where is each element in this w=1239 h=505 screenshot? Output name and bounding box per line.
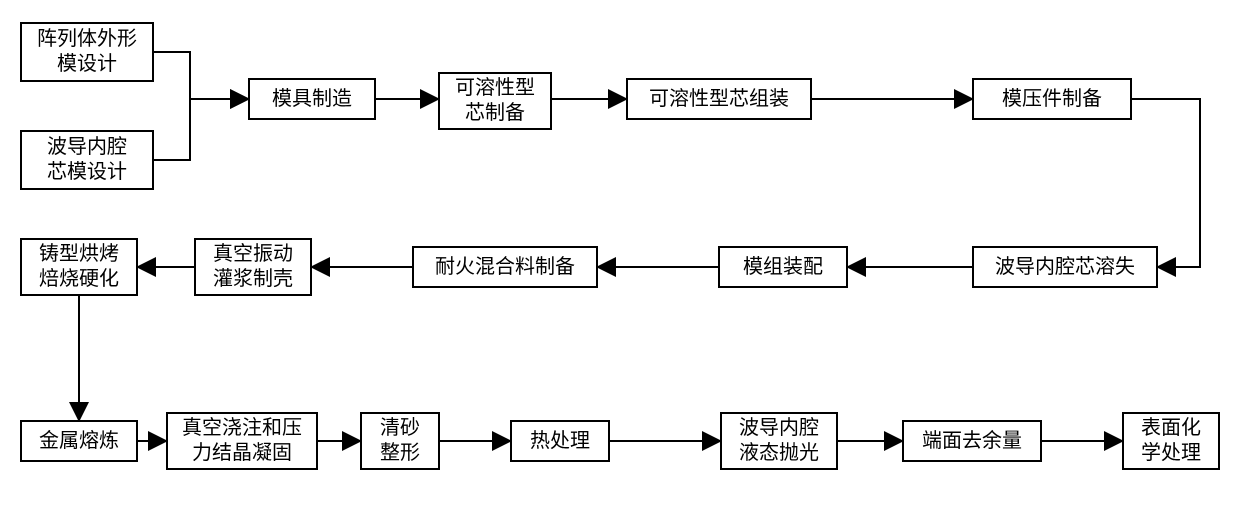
flow-node-n17: 端面去余量 [902,420,1042,462]
flow-node-label: 端面去余量 [922,429,1022,454]
flow-node-n9: 耐火混合料制备 [412,246,598,288]
flow-node-label: 真空振动 灌浆制壳 [213,242,293,292]
flow-node-n3: 模具制造 [248,78,376,120]
flow-node-n1: 阵列体外形 模设计 [20,22,154,82]
flow-node-n4: 可溶性型 芯制备 [438,72,552,130]
flow-node-label: 可溶性型芯组装 [649,87,789,112]
flow-node-n11: 铸型烘烤 焙烧硬化 [20,238,138,296]
flow-edge-n6-n7 [1132,99,1200,267]
flow-edge-n2-n3 [154,99,248,160]
flow-node-label: 真空浇注和压 力结晶凝固 [182,416,302,466]
flow-node-n15: 热处理 [510,420,610,462]
flow-node-label: 清砂 整形 [380,416,420,466]
flow-node-label: 耐火混合料制备 [435,255,575,280]
flow-node-n14: 清砂 整形 [360,412,440,470]
flow-node-label: 波导内腔 芯模设计 [47,135,127,185]
flow-node-n10: 真空振动 灌浆制壳 [194,238,312,296]
flow-node-n5: 可溶性型芯组装 [626,78,812,120]
flow-node-n7: 波导内腔芯溶失 [972,246,1158,288]
flow-edge-n1-n3 [154,52,248,99]
flow-node-n6: 模压件制备 [972,78,1132,120]
flow-node-n2: 波导内腔 芯模设计 [20,130,154,190]
flow-node-n13: 真空浇注和压 力结晶凝固 [166,412,318,470]
flow-node-label: 波导内腔芯溶失 [995,255,1135,280]
flow-node-label: 波导内腔 液态抛光 [739,416,819,466]
flow-node-n16: 波导内腔 液态抛光 [720,412,838,470]
flow-node-n18: 表面化 学处理 [1122,412,1220,470]
flow-node-label: 热处理 [530,429,590,454]
flow-node-n12: 金属熔炼 [20,420,138,462]
flow-node-label: 表面化 学处理 [1141,416,1201,466]
flow-node-label: 铸型烘烤 焙烧硬化 [39,242,119,292]
flow-node-label: 模组装配 [743,255,823,280]
flow-node-n8: 模组装配 [718,246,848,288]
flow-node-label: 阵列体外形 模设计 [37,27,137,77]
flow-node-label: 可溶性型 芯制备 [455,76,535,126]
flow-node-label: 金属熔炼 [39,429,119,454]
flow-node-label: 模压件制备 [1002,87,1102,112]
flow-node-label: 模具制造 [272,87,352,112]
